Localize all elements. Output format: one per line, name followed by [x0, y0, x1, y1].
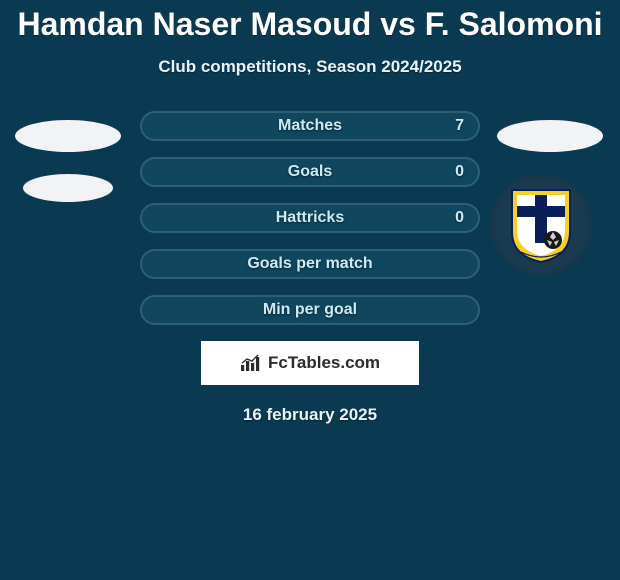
- bar-chart-icon: [240, 354, 262, 372]
- stat-row: Min per goal: [140, 295, 480, 325]
- page-title: Hamdan Naser Masoud vs F. Salomoni: [0, 0, 620, 43]
- avatar-placeholder: [23, 174, 113, 202]
- stat-label: Goals: [288, 163, 332, 181]
- right-player-avatars: [490, 120, 610, 276]
- stat-row: Goals 0: [140, 157, 480, 187]
- page-subtitle: Club competitions, Season 2024/2025: [0, 57, 620, 77]
- stat-label: Hattricks: [276, 209, 344, 227]
- comparison-infographic: Hamdan Naser Masoud vs F. Salomoni Club …: [0, 0, 620, 580]
- stat-value-right: 0: [455, 163, 464, 181]
- stat-label: Min per goal: [263, 301, 357, 319]
- stat-row: Goals per match: [140, 249, 480, 279]
- date-label: 16 february 2025: [0, 405, 620, 425]
- stat-row: Matches 7: [140, 111, 480, 141]
- avatar-placeholder: [15, 120, 121, 152]
- club-badge: [490, 174, 592, 276]
- source-badge-text: FcTables.com: [268, 353, 380, 373]
- left-player-avatars: [8, 120, 128, 224]
- stat-label: Goals per match: [247, 255, 372, 273]
- stat-label: Matches: [278, 117, 342, 135]
- stat-value-right: 7: [455, 117, 464, 135]
- stat-value-right: 0: [455, 209, 464, 227]
- source-badge: FcTables.com: [201, 341, 419, 385]
- stat-row: Hattricks 0: [140, 203, 480, 233]
- avatar-placeholder: [497, 120, 603, 152]
- shield-icon: [508, 186, 574, 264]
- stats-list: Matches 7 Goals 0 Hattricks 0 Goals per …: [140, 111, 480, 325]
